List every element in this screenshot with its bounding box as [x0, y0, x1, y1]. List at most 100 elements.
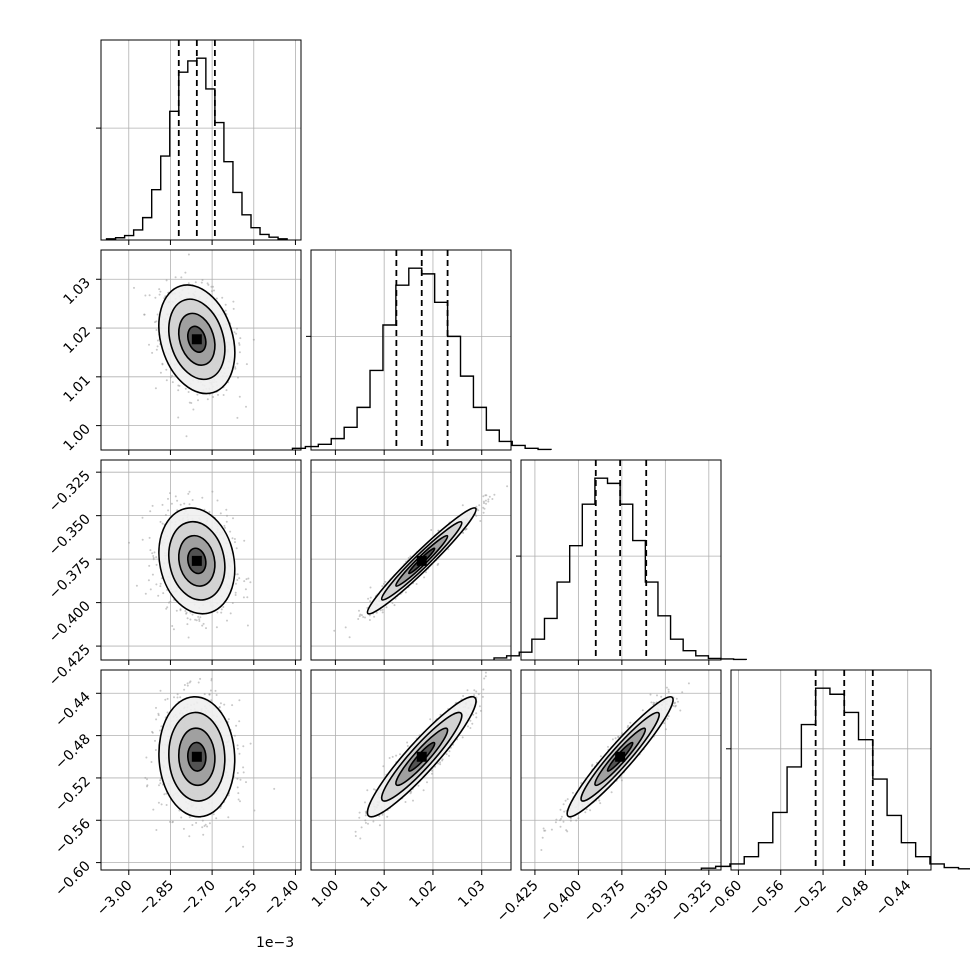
- scatter-point: [155, 320, 158, 323]
- panel-frame: [310, 459, 512, 661]
- scatter-point: [155, 563, 158, 566]
- scatter-point: [364, 814, 367, 817]
- scatter-point: [174, 276, 177, 279]
- scatter-point: [156, 339, 159, 342]
- contour-line: [158, 284, 236, 395]
- scatter-point: [174, 495, 177, 498]
- scatter-point: [214, 689, 217, 692]
- scatter-point: [233, 331, 236, 334]
- scatter-point: [372, 820, 375, 823]
- scatter-point: [210, 285, 213, 288]
- scatter-point: [471, 722, 474, 725]
- scatter-point: [212, 396, 215, 398]
- y-tick-label: −0.425: [46, 642, 94, 690]
- scatter-point: [232, 517, 234, 520]
- y-tick-label: −0.400: [46, 598, 94, 646]
- scatter-point: [477, 693, 480, 696]
- scatter-point: [232, 300, 235, 303]
- y-tick-label: −0.325: [46, 468, 94, 516]
- contour-line: [380, 711, 463, 802]
- scatter-point: [133, 286, 135, 289]
- y-tick-label: −0.52: [52, 773, 94, 815]
- scatter-point: [170, 502, 173, 505]
- scatter-point: [166, 697, 169, 700]
- scatter-point: [478, 705, 481, 708]
- scatter-point: [158, 784, 160, 787]
- scatter-point: [190, 402, 193, 404]
- scatter-point: [364, 819, 367, 822]
- y-tick-label: −0.350: [46, 511, 94, 559]
- scatter-point: [462, 532, 465, 534]
- panel-frame: [100, 249, 302, 451]
- scatter-point: [238, 720, 241, 723]
- scatter-point: [386, 815, 389, 818]
- scatter-point: [354, 835, 357, 837]
- scatter-point: [378, 824, 381, 827]
- scatter-point: [172, 628, 175, 631]
- scatter-point: [422, 789, 425, 792]
- x-tick-label: −2.70: [177, 878, 219, 920]
- scatter-point: [238, 351, 241, 354]
- scatter-point: [155, 829, 158, 831]
- scatter-point: [152, 808, 155, 811]
- scatter-point: [144, 294, 147, 297]
- scatter-point: [246, 596, 249, 599]
- scatter-point: [159, 689, 162, 692]
- scatter-point: [475, 505, 478, 508]
- scatter-point: [242, 845, 245, 848]
- scatter-point: [216, 499, 219, 502]
- contour-line: [366, 507, 477, 615]
- scatter-point: [479, 520, 482, 522]
- scatter-point: [225, 520, 228, 523]
- scatter-point: [423, 576, 426, 579]
- scatter-point: [368, 614, 371, 617]
- y-tick-label: −0.48: [52, 731, 94, 773]
- scatter-point: [221, 296, 224, 299]
- scatter-point: [231, 602, 234, 604]
- scatter-point: [208, 511, 211, 513]
- contour-line: [395, 727, 449, 787]
- scatter-point: [155, 718, 158, 721]
- scatter-point: [447, 548, 450, 551]
- scatter-point: [224, 309, 227, 312]
- scatter-point: [165, 379, 168, 382]
- scatter-point: [220, 608, 223, 611]
- scatter-point: [614, 737, 617, 740]
- scatter-point: [462, 695, 465, 697]
- scatter-point: [475, 712, 478, 715]
- scatter-point: [242, 766, 245, 769]
- scatter-point: [197, 681, 200, 684]
- scatter-point: [469, 719, 472, 722]
- scatter-point: [159, 779, 162, 782]
- scatter-point: [202, 833, 205, 836]
- scatter-point: [368, 619, 371, 621]
- scatter-point: [406, 745, 409, 747]
- scatter-point: [360, 614, 363, 617]
- scatter-point: [475, 716, 478, 719]
- scatter-point: [382, 765, 385, 768]
- scatter-point: [223, 703, 226, 706]
- scatter-point: [430, 529, 433, 531]
- contour-line: [177, 727, 216, 787]
- scatter-point: [410, 790, 413, 793]
- scatter-point: [393, 604, 396, 607]
- scatter-point: [184, 271, 187, 274]
- scatter-point: [146, 778, 148, 781]
- scatter-point: [151, 351, 154, 354]
- scatter-point: [187, 282, 190, 285]
- scatter-point: [406, 741, 409, 744]
- panel-1-1: [291, 249, 552, 455]
- scatter-point: [185, 611, 188, 614]
- scatter-point: [144, 592, 147, 595]
- scatter-point: [448, 754, 450, 757]
- density-peak: [416, 555, 427, 566]
- scatter-point: [475, 514, 478, 517]
- scatter-point: [426, 781, 428, 784]
- scatter-point: [409, 555, 412, 558]
- scatter-point: [211, 290, 213, 293]
- scatter-point: [236, 327, 238, 330]
- scatter-point: [202, 622, 205, 625]
- density-peak: [191, 555, 202, 566]
- scatter-point: [152, 558, 155, 561]
- scatter-point: [384, 580, 387, 583]
